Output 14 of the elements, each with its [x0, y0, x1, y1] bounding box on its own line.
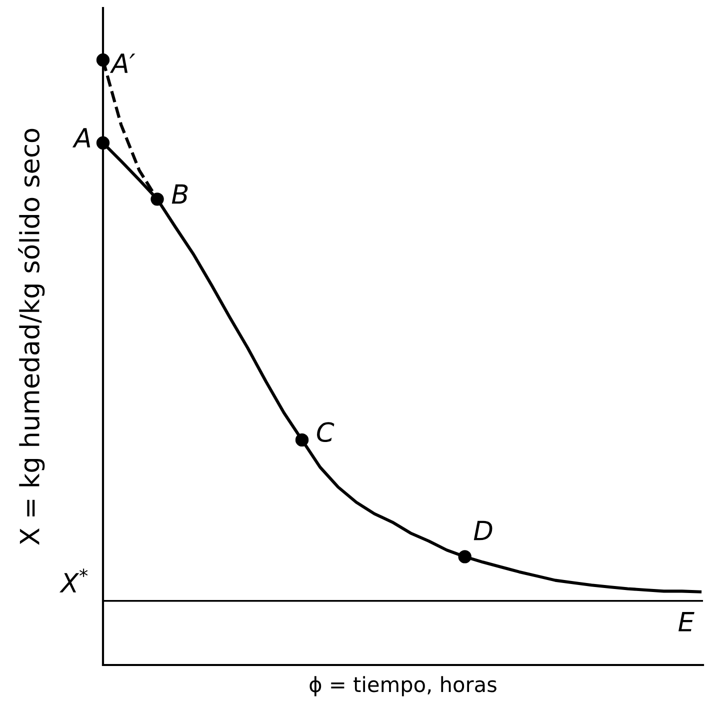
point [150, 192, 164, 206]
point [96, 136, 110, 150]
series-label: A′ [110, 54, 136, 73]
ref-line-label: X$^{*}$ [59, 568, 88, 592]
series-label: B [172, 184, 188, 204]
y-axis-title: X = kg humedad/kg sólido seco [18, 128, 45, 545]
x-axis-title: ϕ = tiempo, horas [310, 676, 496, 696]
point [96, 53, 110, 67]
series-label: E [678, 612, 694, 632]
point [458, 550, 472, 564]
series-label: D [474, 520, 492, 540]
series-label: C [317, 422, 334, 442]
point [295, 433, 309, 447]
series-label: A [72, 128, 90, 148]
